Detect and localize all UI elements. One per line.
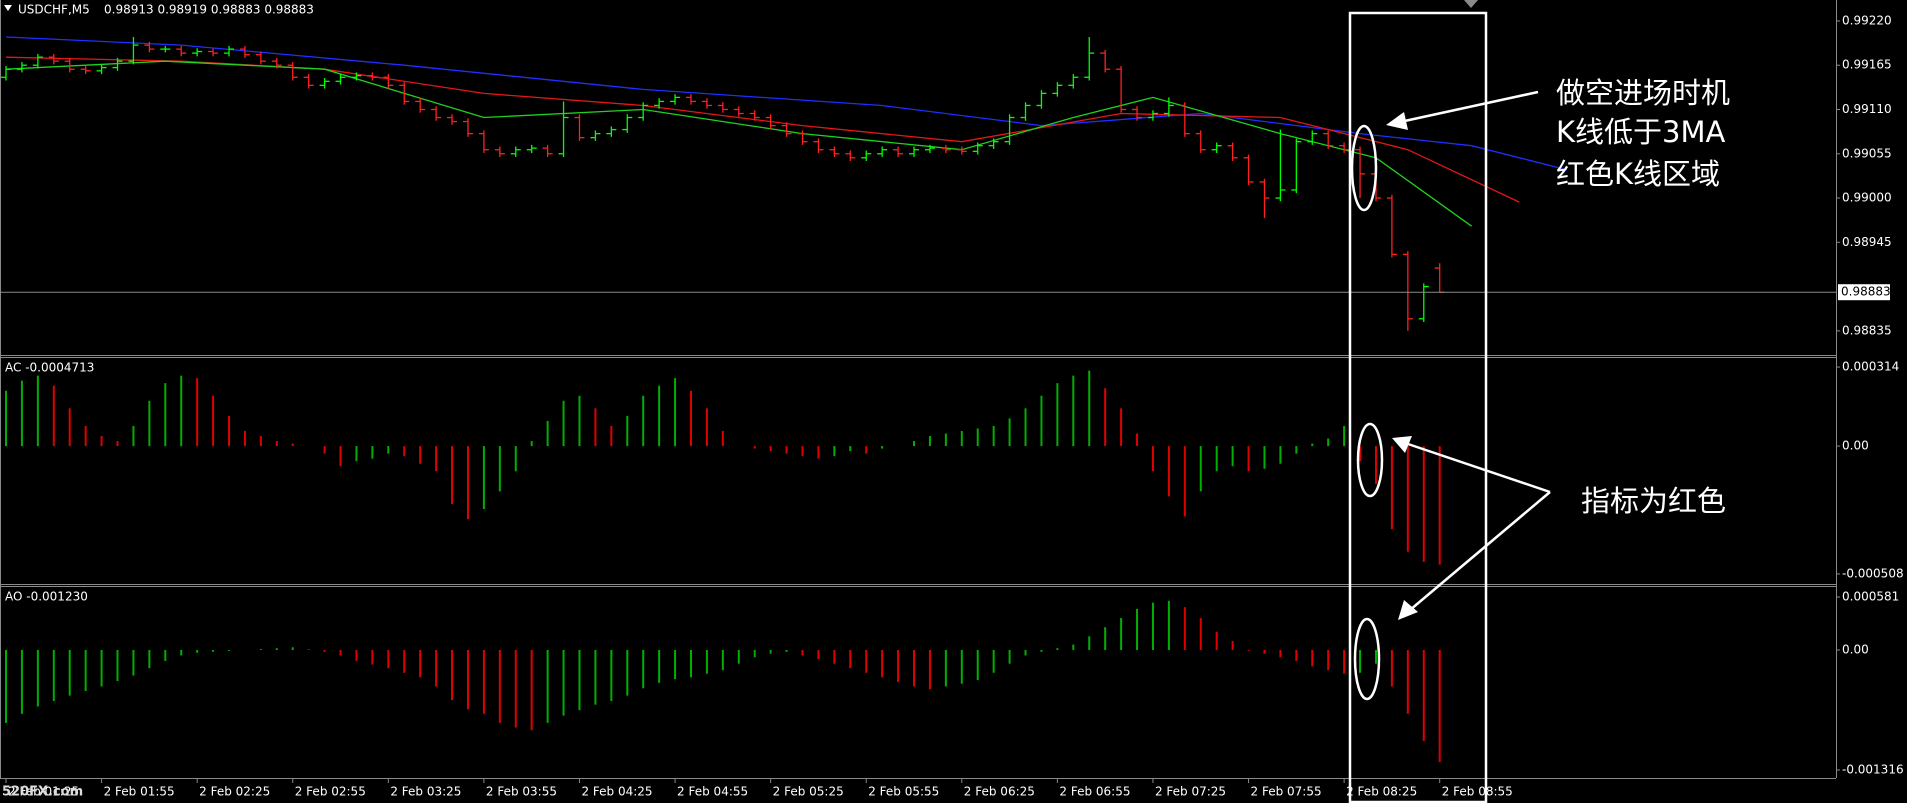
arrow (1399, 90, 1539, 124)
note: K线低于3MA (1556, 115, 1725, 149)
x-tick-label: 2 Feb 06:55 (1059, 785, 1130, 799)
x-tick-label: 2 Feb 03:25 (390, 785, 461, 799)
frame (0, 0, 1837, 779)
y-tick-label: 0.99165 (1842, 58, 1892, 72)
x-tick-label: 2 Feb 02:55 (295, 785, 366, 799)
ac-title: AC -0.0004713 (5, 361, 94, 375)
y-tick-label: -0.001316 (1842, 762, 1904, 776)
y-tick-label: 0.99220 (1842, 13, 1892, 27)
plot: 0.99220 0.99165 0.99110 0.99055 0.99000 0.989… (0, 13, 1904, 799)
note: 红色K线区域 (1556, 157, 1720, 191)
moving-average (5, 60, 1472, 227)
symbol-title: USDCHF,M5 (18, 3, 90, 17)
x-tick-label: 2 Feb 04:55 (677, 785, 748, 799)
x-tick-label: 2 Feb 01:25 (8, 785, 79, 799)
y-tick-label: 0.99000 (1842, 191, 1892, 205)
arrow (1409, 491, 1551, 611)
last-price-box (1838, 284, 1890, 301)
highlight-ellipse (1356, 422, 1384, 498)
x-tick-label: 2 Feb 04:25 (581, 785, 652, 799)
x-tick-label: 2 Feb 08:25 (1346, 785, 1417, 799)
y-tick-label: 0.00 (1842, 643, 1869, 657)
annotations (1348, 11, 1551, 803)
note: 指标为红色 (1581, 484, 1726, 518)
watermark: 520FX.com (2, 785, 83, 800)
ao-title: AO -0.001230 (5, 590, 88, 604)
x-tick-label: 2 Feb 05:55 (868, 785, 939, 799)
arrow (1404, 441, 1551, 494)
note: 做空进场时机 (1556, 76, 1730, 110)
moving-average (5, 36, 1568, 171)
x-tick-label: 2 Feb 02:25 (199, 785, 270, 799)
menu-triangle[interactable] (4, 5, 12, 11)
highlight-ellipse (1350, 124, 1378, 212)
arrowhead (1386, 112, 1408, 130)
highlight-box (1348, 11, 1488, 803)
x-tick-label: 2 Feb 07:25 (1155, 785, 1226, 799)
x-tick-label: 2 Feb 06:25 (964, 785, 1035, 799)
last-price-label: 0.98883 (1841, 285, 1891, 299)
y-tick-label: 0.99110 (1842, 102, 1892, 116)
y-tick-label: 0.98945 (1842, 235, 1892, 249)
x-tick-label: 2 Feb 08:55 (1442, 785, 1513, 799)
arrowhead (1398, 600, 1418, 620)
y-tick-label: 0.99055 (1842, 146, 1892, 160)
y-tick-label: -0.000508 (1842, 566, 1904, 580)
highlight-ellipse (1353, 617, 1381, 701)
y-tick-label: 0.000314 (1842, 360, 1899, 374)
y-tick-label: 0.98835 (1842, 323, 1892, 337)
x-tick-label: 2 Feb 05:25 (773, 785, 844, 799)
arrowheads (1386, 112, 1418, 620)
y-tick-label: 0.00 (1842, 439, 1869, 453)
y-tick-label: 0.000581 (1842, 590, 1899, 604)
x-tick-label: 2 Feb 01:55 (104, 785, 175, 799)
x-tick-label: 2 Feb 03:55 (486, 785, 557, 799)
shift-marker (1464, 0, 1478, 8)
x-tick-label: 2 Feb 07:55 (1251, 785, 1322, 799)
ohlc-readout: 0.98913 0.98919 0.98883 0.98883 (104, 3, 314, 17)
arrowhead (1392, 436, 1412, 453)
